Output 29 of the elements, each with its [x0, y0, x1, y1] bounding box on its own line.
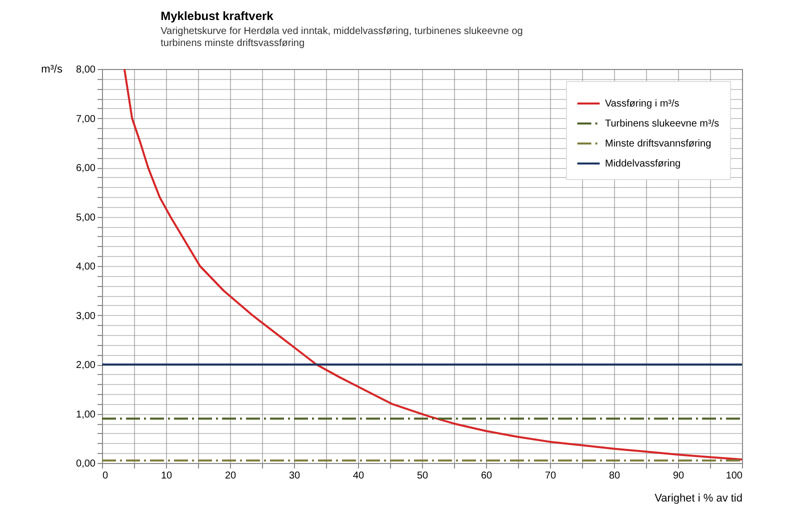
- legend-label: Minste driftsvannsføring: [605, 138, 712, 150]
- y-tick-label: 1,00: [76, 409, 96, 420]
- x-tick-label: 40: [352, 470, 364, 482]
- x-tick-label: 80: [608, 470, 620, 482]
- y-tick-label: 0,00: [76, 458, 96, 470]
- y-tick-label: 5,00: [76, 212, 96, 224]
- x-tick-label: 60: [480, 470, 492, 482]
- y-tick-label: 3,00: [76, 310, 96, 322]
- x-tick-label: 10: [160, 470, 172, 482]
- legend-label: Turbinens slukeevne m³/s: [605, 118, 720, 130]
- y-tick-label: 6,00: [76, 163, 96, 174]
- x-axis-title: Varighet i % av tid: [654, 492, 742, 504]
- legend-label: Vassføring i m³/s: [605, 98, 680, 110]
- x-tick-label: 50: [416, 470, 428, 482]
- y-tick-label: 8,00: [76, 64, 96, 76]
- x-tick-label: 100: [726, 470, 743, 482]
- chart-title: Myklebust kraftverk: [160, 9, 274, 23]
- x-tick-label: 0: [102, 470, 108, 482]
- y-axis-title: m³/s: [41, 64, 63, 76]
- x-tick-label: 70: [544, 470, 556, 482]
- x-tick-label: 20: [224, 470, 236, 482]
- y-tick-label: 2,00: [76, 360, 96, 371]
- line-series: [123, 68, 743, 461]
- chart-subtitle: Varighetskurve for Herdøla ved inntak, middelvassføring, turbinenes slukeevne og turbinens minste driftsvassføring: [160, 26, 523, 49]
- y-tick-label: 7,00: [76, 114, 96, 125]
- x-tick-label: 90: [672, 470, 684, 482]
- x-tick-label: 30: [288, 470, 300, 482]
- legend-label: Middelvassføring: [605, 158, 681, 170]
- y-tick-label: 4,00: [76, 262, 96, 272]
